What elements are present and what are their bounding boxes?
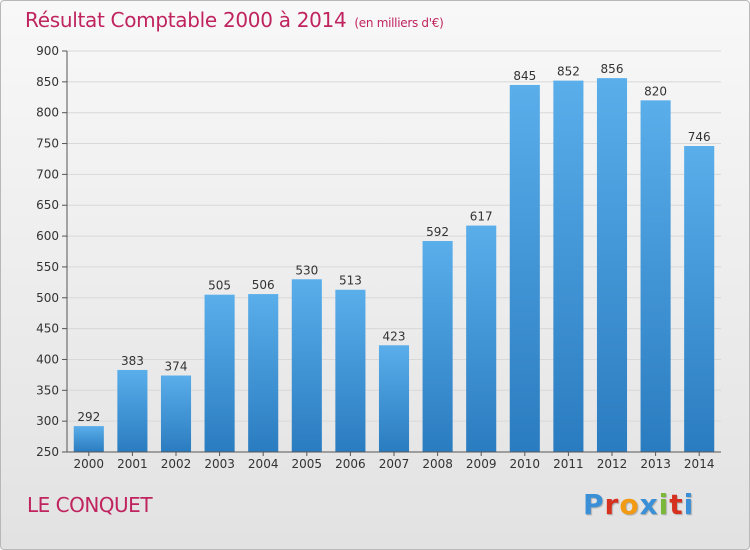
logo-letter: i [658,488,670,521]
x-tick-label: 2013 [640,457,671,471]
logo-letter: x [639,488,659,521]
y-tick-label: 750 [36,137,59,151]
y-tick-label: 650 [36,198,59,212]
x-tick-label: 2002 [161,457,192,471]
chart-title-text: Résultat Comptable 2000 à 2014 [25,8,347,32]
chart-title: Résultat Comptable 2000 à 2014 (en millie… [25,8,444,32]
x-tick-label: 2006 [335,457,366,471]
bar [684,146,715,452]
y-tick-label: 800 [36,106,59,120]
x-tick-label: 2010 [510,457,541,471]
y-tick-label: 550 [36,260,59,274]
y-tick-label: 300 [36,414,59,428]
bar [335,289,366,452]
y-tick-label: 700 [36,167,59,181]
bar-value-label: 845 [513,69,536,83]
bar-value-label: 592 [426,225,449,239]
bar [204,294,235,452]
x-tick-label: 2003 [204,457,235,471]
y-tick-label: 850 [36,75,59,89]
x-tick-label: 2014 [684,457,715,471]
x-tick-label: 2001 [117,457,148,471]
bar-value-label: 820 [644,84,667,98]
y-tick-label: 500 [36,291,59,305]
x-tick-label: 2012 [597,457,628,471]
bar [640,100,671,452]
bar-value-label: 530 [295,263,318,277]
bar-value-label: 617 [470,210,493,224]
logo-letter: P [583,488,605,521]
bar-value-label: 852 [557,65,580,79]
bar-value-label: 506 [252,278,275,292]
y-tick-label: 450 [36,322,59,336]
bar-value-label: 374 [165,360,188,374]
logo-letter: o [619,488,640,521]
x-tick-label: 2005 [292,457,323,471]
bar-value-label: 746 [688,130,711,144]
x-tick-label: 2007 [379,457,410,471]
bar [117,369,148,452]
bar [509,84,540,452]
logo-letter: r [604,488,620,521]
bar [73,426,104,452]
bar [596,78,628,452]
bar-value-label: 292 [77,410,100,424]
bar [378,345,410,452]
x-tick-label: 2004 [248,457,279,471]
y-tick-label: 250 [36,445,59,459]
bar [422,241,453,452]
bar [160,375,192,452]
y-tick-label: 400 [36,352,59,366]
y-tick-label: 600 [36,229,59,243]
x-tick-label: 2000 [74,457,105,471]
y-tick-label: 900 [36,44,59,58]
proxiti-logo: Proxiti [583,488,694,521]
bar-value-label: 383 [121,354,144,368]
bar [466,225,497,452]
logo-letter: i [683,488,695,521]
bar [291,279,322,452]
bar-value-label: 423 [383,329,406,343]
y-tick-label: 350 [36,383,59,397]
bar-value-label: 513 [339,274,362,288]
x-tick-label: 2011 [553,457,584,471]
chart-subtitle: (en milliers d'€) [354,16,444,30]
bar [248,294,279,452]
commune-name: LE CONQUET [27,493,153,517]
x-tick-label: 2008 [422,457,453,471]
bar-value-label: 505 [208,279,231,293]
bar [553,80,584,452]
logo-letter: t [669,488,684,521]
x-tick-label: 2009 [466,457,497,471]
bar-value-label: 856 [601,62,624,76]
